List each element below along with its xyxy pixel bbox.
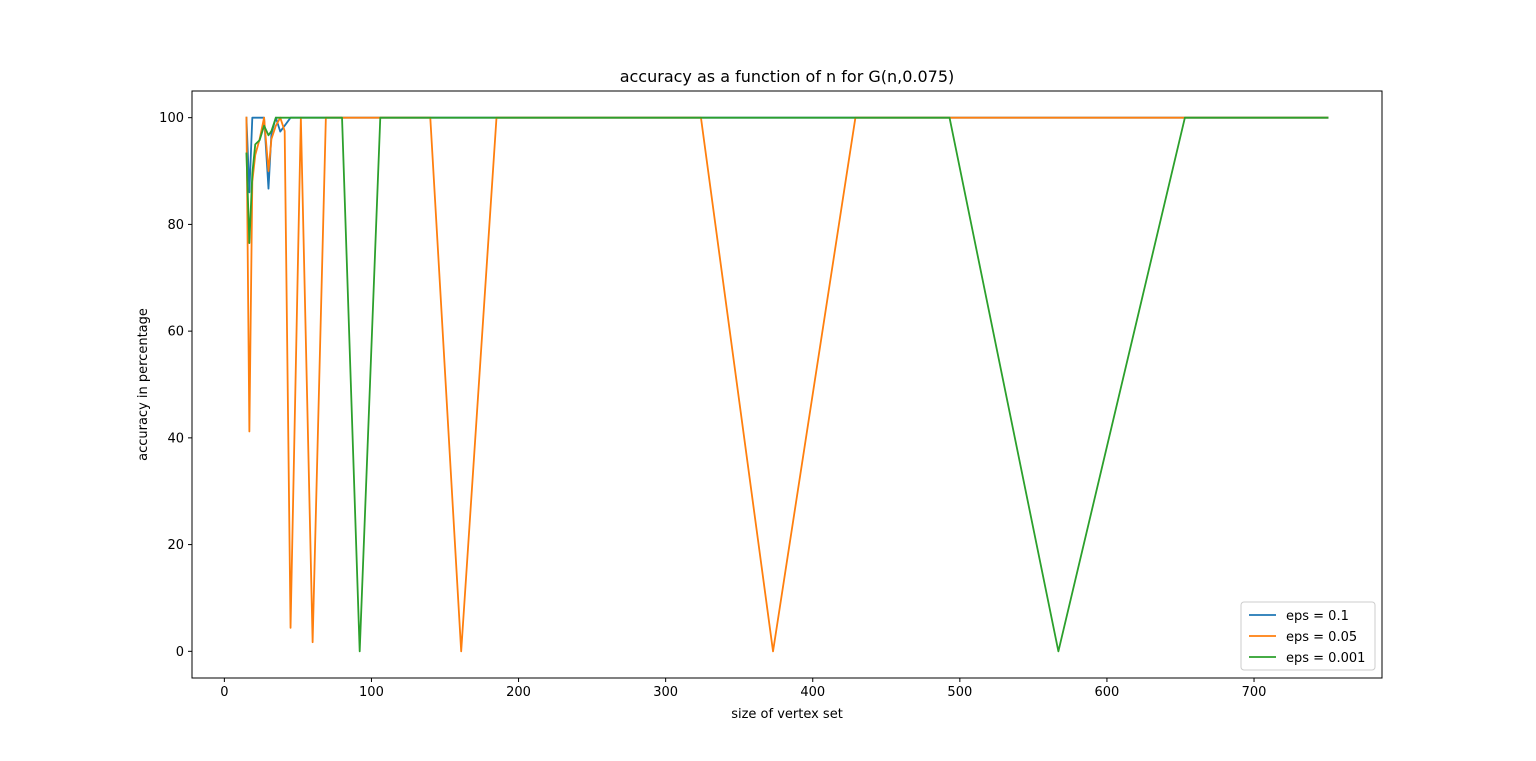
x-axis-label: size of vertex set [731, 707, 843, 722]
x-tick-label: 400 [800, 685, 825, 700]
plot-area [191, 90, 1383, 679]
y-tick-label: 80 [167, 218, 184, 233]
legend-frame [1240, 601, 1376, 671]
y-tick-label: 40 [167, 431, 184, 446]
y-axis: 0 20 40 60 80 100 [159, 111, 192, 660]
legend-label: eps = 0.1 [1286, 609, 1349, 624]
series-line-1 [245, 116, 1329, 194]
legend-label: eps = 0.001 [1286, 651, 1365, 666]
y-tick-label: 0 [176, 645, 184, 660]
x-tick-label: 600 [1095, 685, 1120, 700]
series-line-3 [245, 116, 1329, 653]
legend: eps = 0.1 eps = 0.05 eps = 0.001 [1240, 601, 1376, 671]
y-tick-label: 100 [159, 111, 184, 126]
x-tick-label: 100 [359, 685, 384, 700]
legend-items: eps = 0.1 eps = 0.05 eps = 0.001 [1249, 609, 1365, 666]
y-axis-label: accuracy in percentage [136, 308, 151, 461]
x-tick-label: 300 [653, 685, 678, 700]
y-tick-label: 20 [167, 538, 184, 553]
x-tick-label: 200 [506, 685, 531, 700]
plot-background [192, 91, 1382, 678]
x-tick-label: 500 [947, 685, 972, 700]
y-tick-label: 60 [167, 325, 184, 340]
x-tick-label: 0 [220, 685, 228, 700]
plot-frame [191, 90, 1383, 679]
x-tick-label: 700 [1242, 685, 1267, 700]
series-layer [245, 116, 1329, 653]
x-axis: 0 100 200 300 400 500 600 700 [220, 678, 1266, 700]
legend-label: eps = 0.05 [1286, 630, 1357, 645]
chart-title: accuracy as a function of n for G(n,0.07… [620, 67, 955, 86]
